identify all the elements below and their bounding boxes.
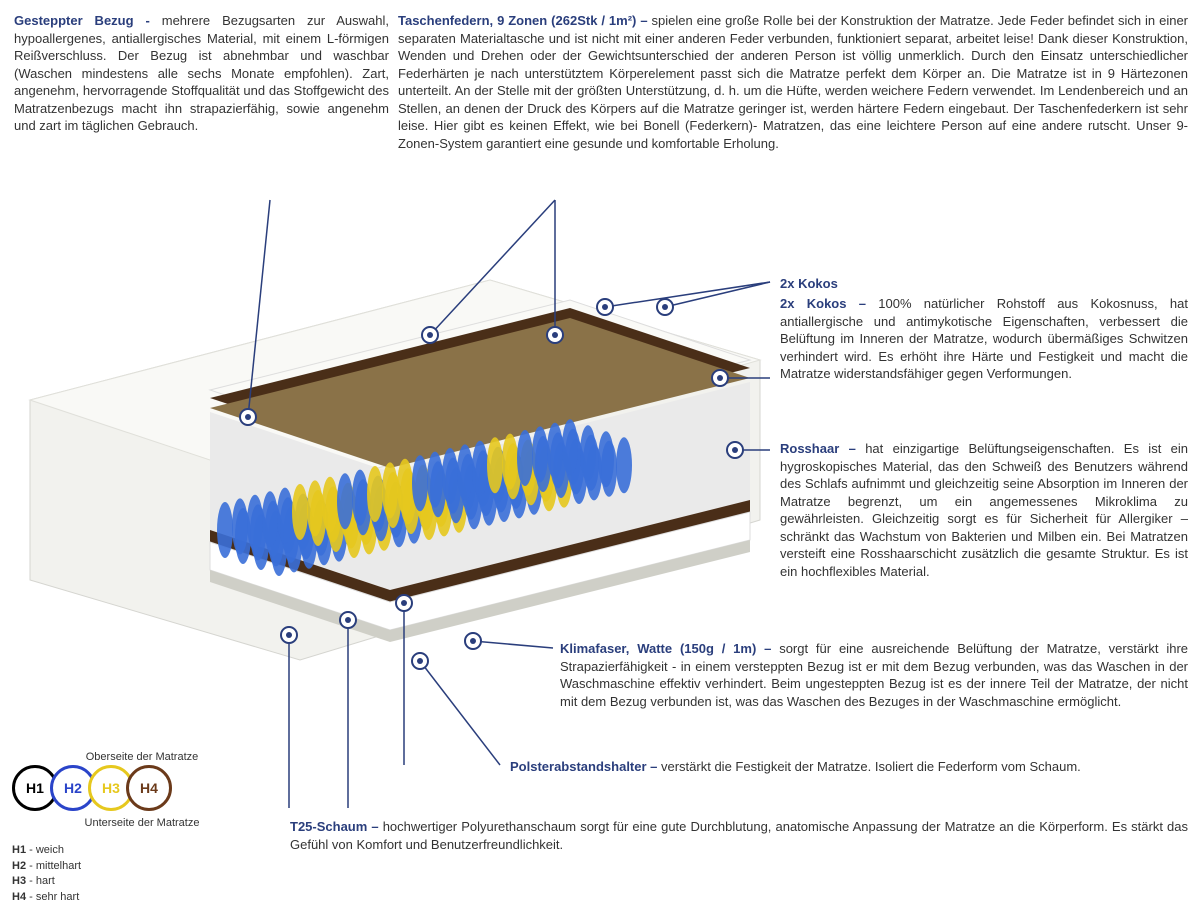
block-schaum: T25-Schaum – hochwertiger Polyurethansch… <box>290 818 1188 853</box>
block-kokos: 2x Kokos – 100% natürlicher Rohstoff aus… <box>780 295 1188 383</box>
block-polster: Polsterabstandshalter – verstärkt die Fe… <box>510 758 1190 776</box>
legend-top-label: Oberseite der Matratze <box>12 751 272 763</box>
block-rosshaar: Rosshaar – hat einzigartige Belüftungsei… <box>780 440 1188 580</box>
hardness-legend: Oberseite der Matratze H1H2H3H4 Untersei… <box>12 749 272 905</box>
title-kokos-t: 2x Kokos <box>780 276 838 291</box>
title-polster: Polsterabstandshalter – <box>510 759 661 774</box>
block-federn: Taschenfedern, 9 Zonen (262Stk / 1m²) – … <box>398 12 1188 152</box>
ring-h4: H4 <box>126 765 172 811</box>
title-federn: Taschenfedern, 9 Zonen (262Stk / 1m²) – <box>398 13 652 28</box>
title-ross: Rosshaar – <box>780 441 865 456</box>
body-polster: verstärkt die Festigkeit der Matratze. I… <box>661 759 1081 774</box>
body-federn: spielen eine große Rolle bei der Konstru… <box>398 13 1188 151</box>
body-bezug: mehrere Bezugsarten zur Auswahl, hypoall… <box>14 13 389 133</box>
title-bezug: Gesteppter Bezug - <box>14 13 162 28</box>
title-schaum: T25-Schaum – <box>290 819 383 834</box>
body-schaum: hochwertiger Polyurethanschaum sorgt für… <box>290 819 1188 852</box>
legend-bottom-label: Unterseite der Matratze <box>12 817 272 829</box>
hardness-row: H3 - hart <box>12 874 272 889</box>
body-ross: hat einzigartige Belüftungseigenschaften… <box>780 441 1188 579</box>
title-kokos: 2x Kokos – <box>780 296 878 311</box>
mattress-illustration <box>20 260 770 680</box>
block-bezug: Gesteppter Bezug - mehrere Bezugsarten z… <box>14 12 389 135</box>
legend-hardness-list: H1 - weichH2 - mittelhartH3 - hartH4 - s… <box>12 843 272 905</box>
legend-rings: H1H2H3H4 <box>12 765 272 811</box>
hardness-row: H4 - sehr hart <box>12 890 272 905</box>
hardness-row: H1 - weich <box>12 843 272 858</box>
block-kokos-title: 2x Kokos <box>780 275 1090 293</box>
hardness-row: H2 - mittelhart <box>12 859 272 874</box>
